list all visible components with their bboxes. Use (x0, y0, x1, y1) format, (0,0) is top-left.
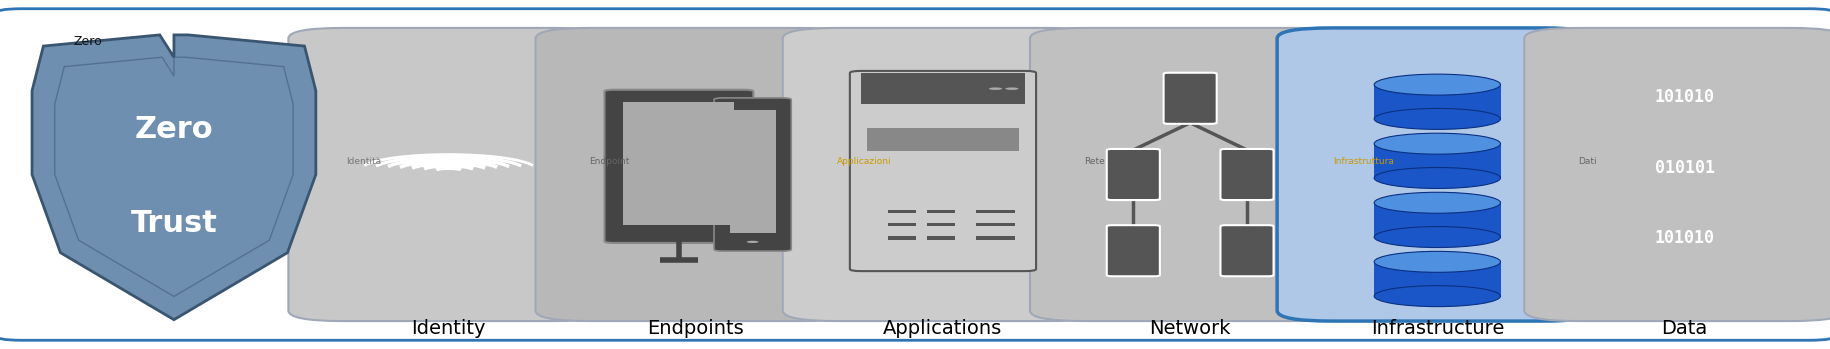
Bar (622, 102, 734, 225)
FancyBboxPatch shape (1105, 225, 1158, 276)
Text: 010101: 010101 (1654, 158, 1713, 177)
Circle shape (1005, 88, 1017, 90)
Bar (926, 236, 955, 240)
Text: Data: Data (1660, 319, 1707, 337)
Bar (888, 236, 915, 240)
Text: 101010: 101010 (1654, 229, 1713, 247)
FancyBboxPatch shape (534, 28, 855, 321)
FancyBboxPatch shape (1221, 149, 1274, 200)
FancyBboxPatch shape (1164, 73, 1217, 124)
FancyBboxPatch shape (1028, 28, 1351, 321)
FancyBboxPatch shape (604, 90, 752, 243)
FancyBboxPatch shape (1277, 28, 1596, 321)
FancyBboxPatch shape (849, 71, 1036, 271)
FancyBboxPatch shape (1221, 225, 1274, 276)
FancyBboxPatch shape (289, 28, 608, 321)
Bar (926, 223, 955, 227)
Bar (1372, 84, 1501, 119)
Ellipse shape (1372, 133, 1501, 154)
Text: Infrastructure: Infrastructure (1371, 319, 1502, 337)
Circle shape (747, 241, 758, 243)
Bar (1372, 262, 1501, 296)
Bar (867, 128, 1017, 151)
FancyBboxPatch shape (1523, 28, 1830, 321)
Text: Endpoints: Endpoints (648, 319, 743, 337)
Ellipse shape (1372, 109, 1501, 129)
Text: Applications: Applications (882, 319, 1003, 337)
Bar (975, 209, 1014, 213)
Text: 101010: 101010 (1654, 88, 1713, 106)
Bar (888, 223, 915, 227)
Bar (888, 209, 915, 213)
Ellipse shape (1372, 251, 1501, 272)
Text: Zero: Zero (135, 114, 212, 144)
Text: Dati: Dati (1577, 157, 1596, 166)
Ellipse shape (1372, 168, 1501, 188)
FancyBboxPatch shape (1105, 149, 1158, 200)
Polygon shape (33, 35, 315, 320)
Text: Rete: Rete (1083, 157, 1103, 166)
Circle shape (988, 88, 1001, 90)
FancyBboxPatch shape (783, 28, 1102, 321)
Ellipse shape (1372, 192, 1501, 213)
Ellipse shape (1372, 285, 1501, 307)
Text: Trust: Trust (130, 209, 218, 238)
Bar (728, 110, 776, 233)
FancyBboxPatch shape (714, 98, 791, 251)
Bar (860, 73, 1025, 104)
Ellipse shape (1372, 74, 1501, 95)
Bar (1372, 203, 1501, 237)
Bar (975, 236, 1014, 240)
Text: Applicazioni: Applicazioni (836, 157, 891, 166)
Bar (1372, 144, 1501, 178)
Bar (975, 223, 1014, 227)
Text: Zero: Zero (73, 35, 102, 49)
Bar (926, 209, 955, 213)
Text: Identità: Identità (346, 157, 381, 166)
Text: Infrastruttura: Infrastruttura (1332, 157, 1393, 166)
FancyBboxPatch shape (0, 9, 1830, 340)
Text: Identity: Identity (412, 319, 485, 337)
Ellipse shape (1372, 227, 1501, 247)
Text: Endpoint: Endpoint (589, 157, 630, 166)
Text: Network: Network (1149, 319, 1230, 337)
